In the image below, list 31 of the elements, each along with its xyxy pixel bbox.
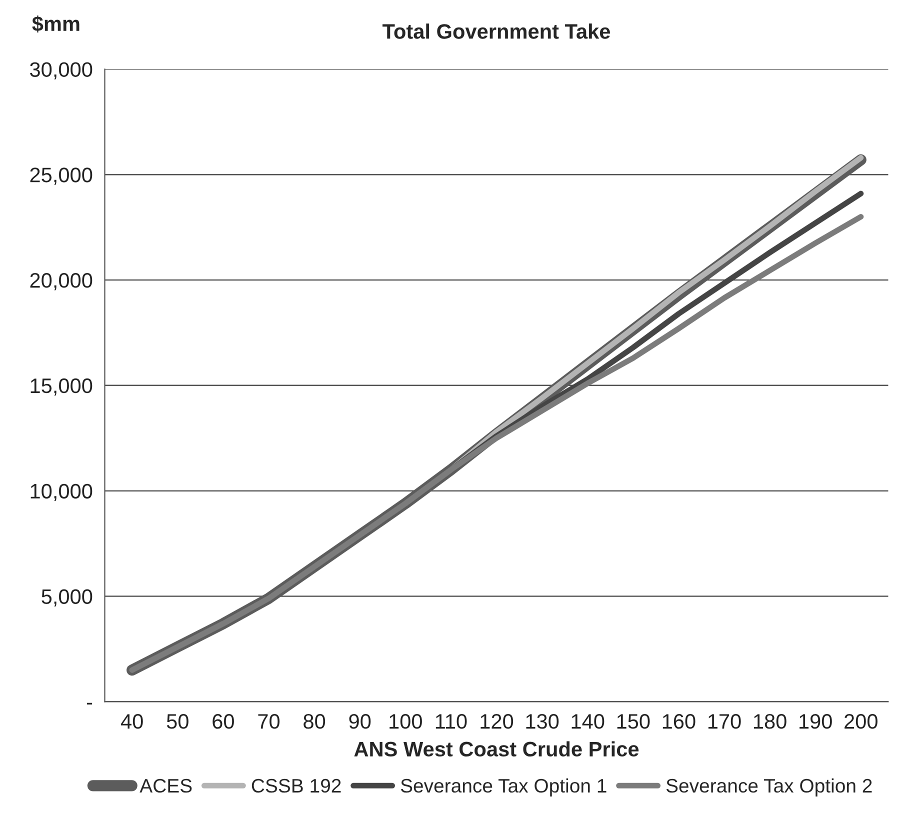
x-tick-label: 160 <box>662 714 696 729</box>
y-tick-label: - <box>86 702 92 704</box>
y-axis-title: $mm <box>32 15 80 32</box>
x-tick-label: 150 <box>617 714 650 729</box>
x-tick-label: 40 <box>120 714 143 729</box>
x-tick-label: 190 <box>800 714 832 729</box>
x-tick-label: 80 <box>304 714 326 729</box>
y-tick-label: 10,000 <box>30 484 92 502</box>
x-tick-label: 180 <box>754 714 786 729</box>
x-tick-label: 200 <box>844 714 878 729</box>
legend-label: Severance Tax Option 1 <box>400 778 606 796</box>
legend-label: Severance Tax Option 2 <box>666 778 872 796</box>
x-tick-label: 100 <box>390 714 422 729</box>
legend-label: ACES <box>140 778 192 793</box>
x-tick-label: 90 <box>349 714 371 729</box>
x-tick-label: 60 <box>212 714 234 729</box>
y-tick-label: 30,000 <box>30 62 92 80</box>
y-tick-label: 15,000 <box>30 378 92 396</box>
legend-label: CSSB 192 <box>252 778 341 793</box>
x-tick-label: 170 <box>708 714 741 729</box>
x-tick-label: 50 <box>166 714 188 729</box>
x-tick-label: 130 <box>526 714 559 729</box>
x-tick-label: 70 <box>258 714 280 729</box>
x-tick-label: 110 <box>436 714 467 729</box>
y-tick-label: 25,000 <box>30 168 92 185</box>
x-tick-label: 120 <box>480 714 514 729</box>
x-axis-title: ANS West Coast Crude Price <box>354 741 639 757</box>
chart-title: Total Government Take <box>382 24 610 39</box>
y-tick-label: 20,000 <box>30 273 92 290</box>
y-tick-label: 5,000 <box>42 589 92 606</box>
x-tick-label: 140 <box>572 714 604 729</box>
